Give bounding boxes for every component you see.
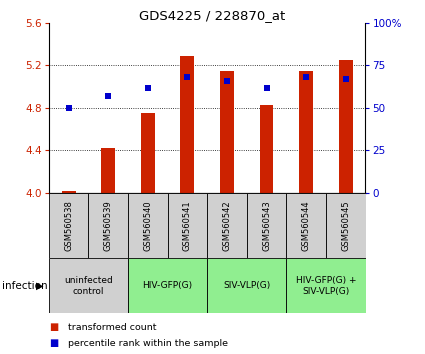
Bar — [167, 193, 207, 258]
Bar — [62, 191, 76, 193]
Bar — [49, 193, 88, 258]
Text: GDS4225 / 228870_at: GDS4225 / 228870_at — [139, 9, 286, 22]
Bar — [286, 193, 326, 258]
Text: GSM560541: GSM560541 — [183, 200, 192, 251]
Text: percentile rank within the sample: percentile rank within the sample — [68, 339, 228, 348]
Text: GSM560540: GSM560540 — [143, 200, 152, 251]
Bar — [101, 148, 115, 193]
Text: GSM560543: GSM560543 — [262, 200, 271, 251]
Bar — [49, 258, 128, 313]
Bar — [299, 71, 313, 193]
Bar — [339, 60, 353, 193]
Bar — [88, 193, 128, 258]
Bar — [260, 105, 273, 193]
Text: GSM560539: GSM560539 — [104, 200, 113, 251]
Text: SIV-VLP(G): SIV-VLP(G) — [223, 281, 270, 290]
Bar — [207, 193, 247, 258]
Text: ▶: ▶ — [36, 281, 43, 291]
Bar — [326, 193, 366, 258]
Bar — [286, 258, 366, 313]
Text: infection: infection — [2, 281, 48, 291]
Text: transformed count: transformed count — [68, 323, 156, 332]
Text: HIV-GFP(G) +
SIV-VLP(G): HIV-GFP(G) + SIV-VLP(G) — [296, 276, 356, 296]
Bar — [141, 113, 155, 193]
Text: ■: ■ — [49, 338, 58, 348]
Text: HIV-GFP(G): HIV-GFP(G) — [142, 281, 193, 290]
Bar — [220, 71, 234, 193]
Bar — [247, 193, 286, 258]
Text: GSM560542: GSM560542 — [222, 200, 232, 251]
Bar — [128, 193, 167, 258]
Bar — [181, 56, 194, 193]
Text: GSM560538: GSM560538 — [64, 200, 73, 251]
Bar — [207, 258, 286, 313]
Bar — [128, 258, 207, 313]
Text: GSM560544: GSM560544 — [302, 200, 311, 251]
Text: uninfected
control: uninfected control — [64, 276, 113, 296]
Text: GSM560545: GSM560545 — [341, 200, 350, 251]
Text: ■: ■ — [49, 322, 58, 332]
